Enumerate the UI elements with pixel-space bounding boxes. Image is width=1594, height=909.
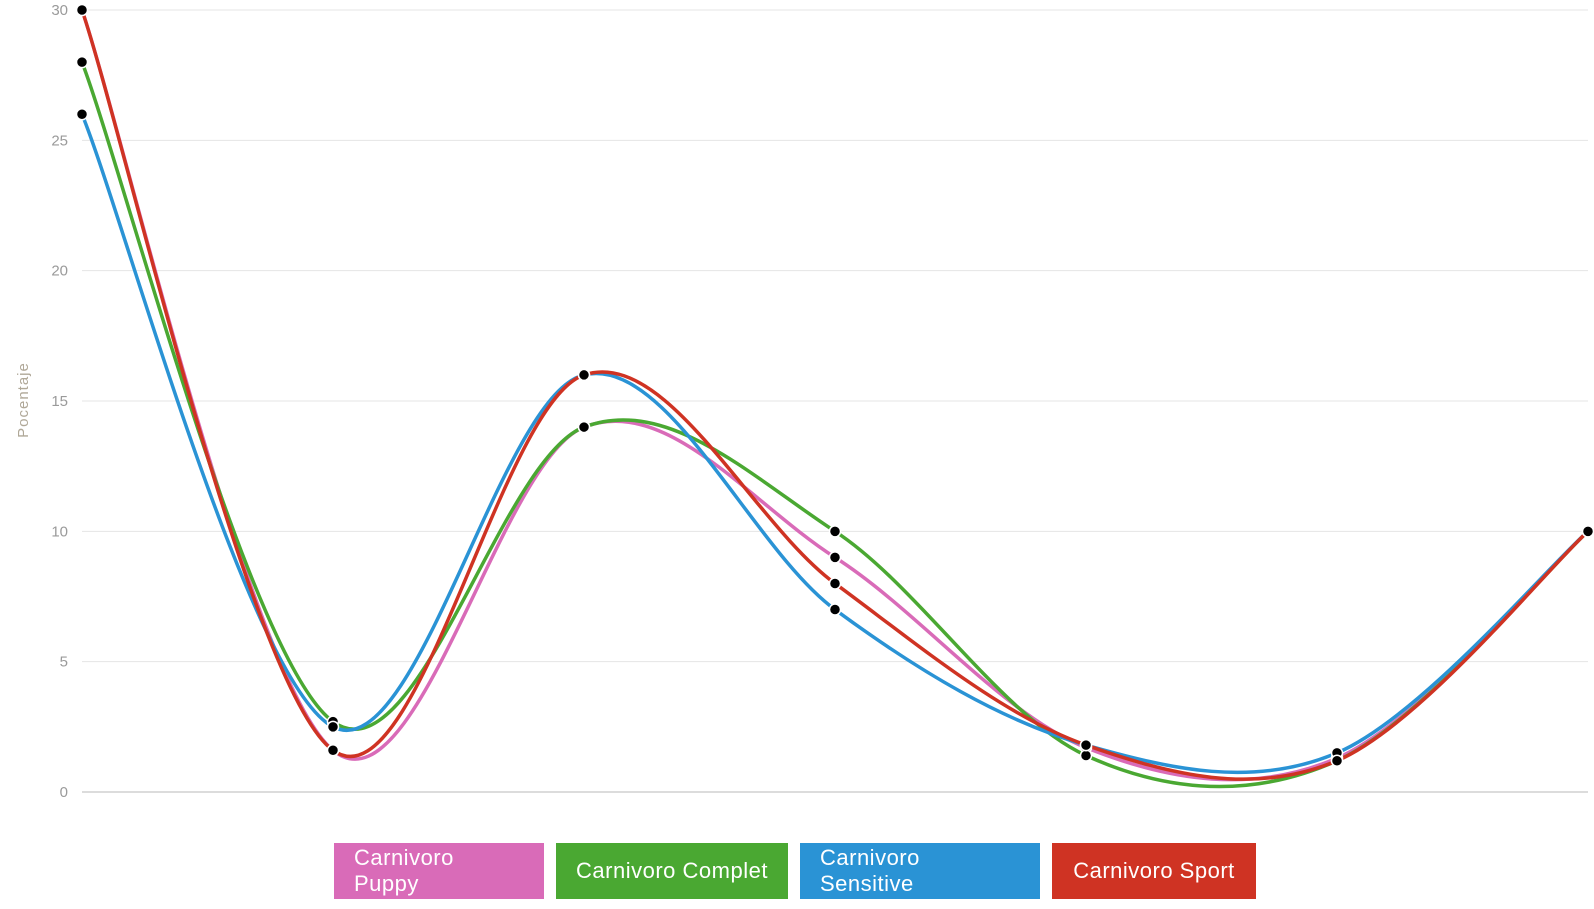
data-point[interactable] <box>828 577 842 590</box>
data-point[interactable] <box>577 368 591 382</box>
y-tick-label: 25 <box>51 132 68 149</box>
data-point[interactable] <box>75 3 89 17</box>
y-axis-ticks: 0 5 10 15 20 25 30 <box>51 2 68 800</box>
legend-item-carnivoro-complet[interactable]: Carnivoro Complet <box>556 843 788 899</box>
data-point[interactable] <box>75 108 89 121</box>
legend: Carnivoro Puppy Carnivoro Complet Carniv… <box>334 843 1256 899</box>
y-tick-label: 15 <box>51 393 68 410</box>
data-point[interactable] <box>828 551 842 564</box>
line-chart: 0 5 10 15 20 25 30 Pocentaje <box>15 2 1594 800</box>
series-points <box>75 3 1594 767</box>
legend-label: Carnivoro Complet <box>576 858 768 883</box>
legend-item-carnivoro-sensitive[interactable]: Carnivoro Sensitive <box>800 843 1040 899</box>
series-line-carnivoro-complet <box>80 60 1590 789</box>
data-point[interactable] <box>577 420 591 434</box>
data-point[interactable] <box>828 525 842 538</box>
data-point[interactable] <box>1079 749 1093 762</box>
grid-lines <box>82 9 1588 663</box>
y-tick-label: 0 <box>60 784 68 800</box>
legend-label: Carnivoro Sensitive <box>820 845 920 896</box>
legend-label: Carnivoro Puppy <box>354 845 454 896</box>
series-line-carnivoro-sport <box>80 8 1590 781</box>
y-tick-label: 30 <box>51 2 68 19</box>
series-line-carnivoro-puppy <box>80 8 1590 782</box>
data-point[interactable] <box>1079 738 1093 752</box>
legend-label: Carnivoro Sport <box>1073 858 1235 883</box>
y-tick-label: 10 <box>51 523 68 540</box>
y-tick-label: 5 <box>60 654 68 671</box>
legend-item-carnivoro-puppy[interactable]: Carnivoro Puppy <box>334 843 544 899</box>
data-point[interactable] <box>326 720 340 734</box>
series-lines <box>80 8 1590 789</box>
data-point[interactable] <box>1581 525 1594 538</box>
y-axis-title: Pocentaje <box>15 362 32 438</box>
data-point[interactable] <box>326 744 340 757</box>
legend-item-carnivoro-sport[interactable]: Carnivoro Sport <box>1052 843 1256 899</box>
series-line-carnivoro-sensitive <box>80 112 1590 775</box>
data-point[interactable] <box>828 603 842 616</box>
y-tick-label: 20 <box>51 263 68 280</box>
data-point[interactable] <box>1330 754 1344 767</box>
data-point[interactable] <box>75 55 89 69</box>
